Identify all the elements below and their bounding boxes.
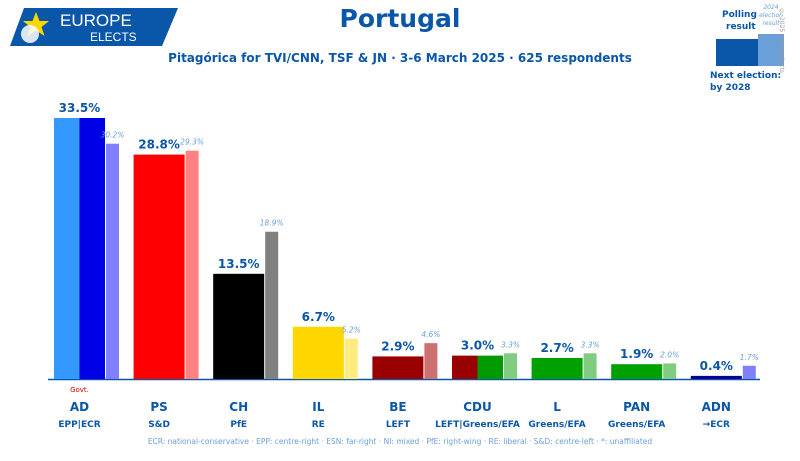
legend-prev-label-1: 2024 (763, 4, 779, 11)
page-subtitle: Pitagórica for TVI/CNN, TSF & JN · 3-6 M… (168, 51, 632, 65)
group-label-be: LEFT (386, 420, 411, 430)
legend-previous-swatch (758, 34, 784, 66)
legend-prev-label-2: election (759, 12, 783, 19)
category-label-cdu: CDU (463, 400, 492, 414)
legend-polling-label-1: Polling (722, 10, 757, 20)
group-label-ad: EPP|ECR (58, 420, 100, 430)
value-label-current-ch: 13.5% (218, 257, 260, 271)
bar-current-ad-part-1 (54, 118, 80, 379)
category-label-pan: PAN (623, 400, 650, 414)
bar-previous-il (344, 338, 358, 379)
value-label-current-il: 6.7% (302, 310, 335, 324)
category-label-ch: CH (229, 400, 248, 414)
bar-current-il (292, 326, 344, 379)
legend-prev-label-3: result (762, 20, 780, 27)
bar-current-ps (133, 154, 185, 379)
value-label-current-cdu: 3.0% (461, 339, 494, 353)
bar-previous-l (583, 353, 597, 379)
logo-text-bottom: ELECTS (90, 30, 137, 44)
legend-polling-label-2: result (726, 22, 756, 32)
category-label-adn: ADN (702, 400, 731, 414)
bar-current-adn (690, 375, 742, 379)
value-label-previous-ps: 29.3% (180, 138, 204, 147)
europe-elects-logo: EUROPE ELECTS (10, 8, 178, 46)
value-label-current-ps: 28.8% (138, 138, 180, 152)
legend: Polling result 2024 election result Next… (700, 4, 800, 104)
category-label-l: L (553, 400, 561, 414)
bar-previous-ch (265, 231, 279, 379)
group-label-adn: →ECR (703, 420, 730, 430)
bar-current-ch (213, 273, 265, 379)
bar-previous-cdu (504, 353, 517, 379)
group-label-l: Greens/EFA (528, 420, 585, 430)
category-label-ps: PS (150, 400, 167, 414)
bar-current-be (372, 356, 424, 379)
legend-next-election-2: by 2028 (710, 83, 751, 93)
value-label-current-be: 2.9% (381, 339, 414, 353)
logo-text-top: EUROPE (60, 11, 132, 30)
value-label-previous-be: 4.6% (421, 330, 440, 339)
bar-current-pan (611, 364, 663, 379)
category-label-ad: AD (70, 400, 89, 414)
legend-polling-swatch (716, 39, 758, 66)
value-label-current-pan: 1.9% (620, 347, 653, 361)
bar-current-cdu-part-1 (452, 355, 478, 379)
category-label-be: BE (389, 400, 406, 414)
watermark: © 2025 europeelects (778, 8, 785, 73)
value-label-current-l: 2.7% (540, 341, 573, 355)
value-label-current-ad: 33.5% (59, 101, 101, 115)
group-label-il: RE (312, 420, 325, 430)
bar-previous-ad (106, 143, 119, 379)
annotation-govt-ad: Govt. (70, 386, 89, 394)
category-label-il: IL (312, 400, 324, 414)
bar-previous-be (424, 343, 438, 379)
bar-previous-ps (185, 150, 199, 379)
legend-next-election-1: Next election: (710, 71, 782, 81)
value-label-previous-l: 3.3% (581, 340, 600, 349)
group-label-ps: S&D (148, 420, 170, 430)
bar-previous-adn (742, 365, 756, 379)
group-label-pan: Greens/EFA (608, 420, 665, 430)
value-label-previous-ch: 18.9% (260, 219, 284, 228)
value-label-previous-il: 5.2% (342, 325, 361, 334)
bar-previous-pan (663, 363, 677, 379)
page-title: Portugal (339, 4, 461, 33)
group-label-cdu: LEFT|Greens/EFA (435, 420, 520, 430)
value-label-previous-pan: 2.0% (660, 350, 679, 359)
footer-legend-note: ECR: national-conservative · EPP: centre… (147, 437, 653, 446)
value-label-current-adn: 0.4% (700, 359, 733, 373)
bar-current-l (531, 357, 583, 379)
group-label-ch: PfE (230, 420, 247, 430)
value-label-previous-cdu: 3.3% (501, 340, 520, 349)
bar-current-cdu-part-2 (477, 355, 503, 379)
value-label-previous-ad: 30.2% (101, 131, 125, 140)
bar-current-ad-part-2 (79, 118, 105, 379)
value-label-previous-adn: 1.7% (740, 353, 759, 362)
